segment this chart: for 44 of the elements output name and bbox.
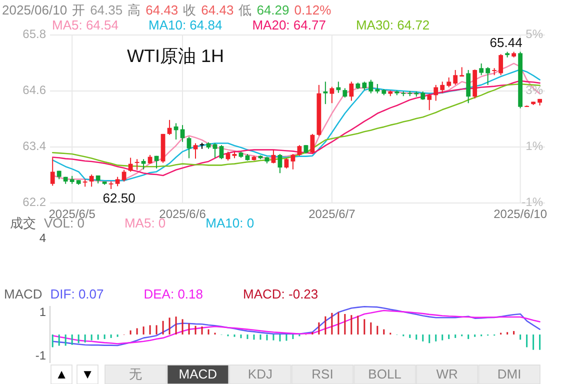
text: WR [436,366,458,382]
text: BOLL [368,366,402,382]
text: 64.29 [256,2,290,18]
text: MA30: 64.72 [356,17,430,32]
text: ▲ [55,366,68,382]
y2-tick-label: -1% [522,195,544,210]
x-tick-label: 2025/6/7 [308,207,356,222]
y-tick-label: 62.2 [22,195,46,210]
text: 64.43 [201,2,234,18]
text: MACD [178,366,218,382]
y-tick-label: 64.6 [22,83,46,98]
text: 低 [238,2,252,18]
text: 无 [129,366,142,382]
text: 64.35 [90,2,123,18]
text: ▼ [81,366,94,382]
text: DIF: 0.07 [50,286,104,302]
text: 64.43 [146,2,178,18]
text: 4 [39,231,46,246]
text: 2025/06/10 [2,2,68,18]
text: MA10: 64.84 [148,17,222,32]
text: 开 [72,2,86,18]
text: RSI [312,366,334,382]
text: DEA: 0.18 [144,286,204,302]
series-label: MACD: -0.23 [243,286,318,302]
text: 0.12% [294,2,332,18]
y-tick-label: 63.4 [22,139,46,154]
text: DMI [497,366,522,382]
y-tick-label: 1 [39,305,46,320]
y-tick-label: 65.8 [22,27,46,42]
y-tick-label: -1 [35,348,46,362]
text: MA10: 0 [206,215,254,230]
text: WTI原油 1H [127,46,224,66]
text: 高 [128,2,141,18]
y2-tick-label: 1% [526,139,544,154]
annotation: 65.44 [490,35,522,50]
text: KDJ [248,366,272,382]
y2-tick-label: 5% [526,27,544,42]
text: MA5: 64.54 [52,17,118,32]
x-tick-label: 2025/6/10 [494,207,548,222]
text: 收 [183,2,196,18]
chart-title: MACD [4,286,42,302]
text: 成交 [10,215,36,230]
annotation: 62.50 [102,190,136,206]
text: MA20: 64.77 [252,17,326,32]
